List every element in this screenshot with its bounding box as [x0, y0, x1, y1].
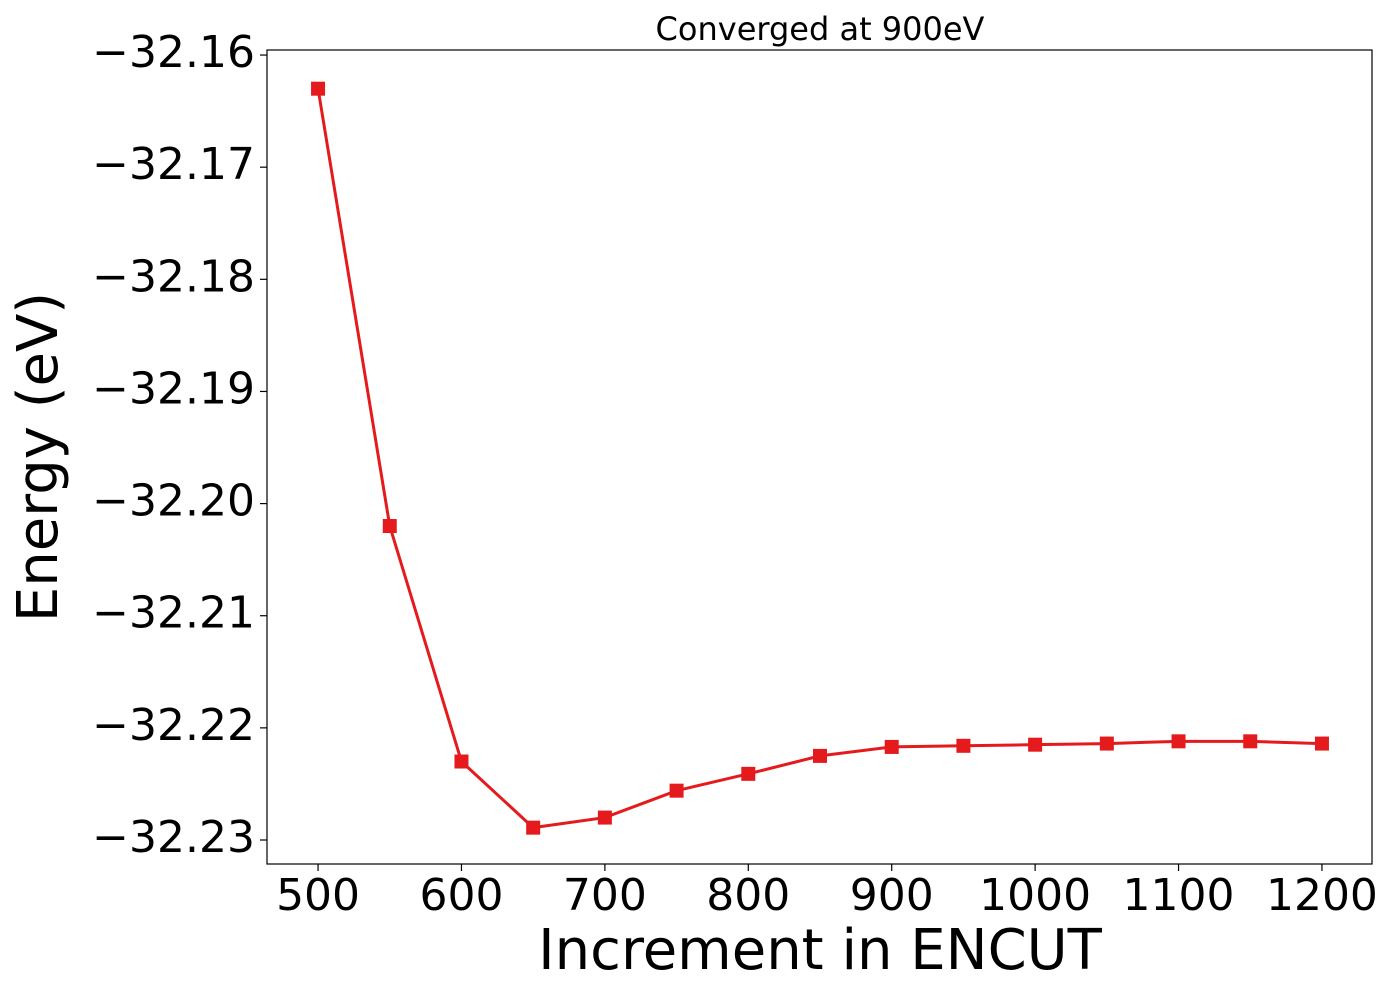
y-tick-label: −32.20 — [92, 476, 255, 527]
plot-frame — [266, 49, 1373, 865]
series-line — [316, 88, 1322, 830]
y-tick-label: −32.16 — [92, 27, 255, 78]
x-tick-label: 1200 — [1266, 870, 1378, 921]
marker — [669, 783, 684, 798]
marker — [1314, 736, 1329, 751]
marker — [454, 754, 469, 769]
marker — [741, 766, 756, 781]
marker — [1099, 736, 1114, 751]
marker — [956, 738, 971, 753]
y-tick-label: −32.18 — [92, 251, 255, 302]
y-axis-label: Energy (eV) — [6, 292, 71, 622]
x-tick-label: 800 — [706, 870, 790, 921]
marker — [884, 739, 899, 754]
marker — [1028, 737, 1043, 752]
x-tick-label: 900 — [850, 870, 934, 921]
x-tick-label: 600 — [419, 870, 503, 921]
x-tick-label: 700 — [563, 870, 647, 921]
y-tick-label: −32.19 — [92, 363, 255, 414]
marker — [311, 81, 326, 96]
y-tick-label: −32.22 — [92, 700, 255, 751]
marker — [1171, 734, 1186, 749]
marker — [382, 519, 397, 534]
marker — [597, 810, 612, 825]
marker — [1243, 734, 1258, 749]
x-tick-label: 1000 — [979, 870, 1091, 921]
y-tick-label: −32.21 — [92, 588, 255, 639]
marker — [813, 748, 828, 763]
marker — [526, 820, 541, 835]
x-tick-label: 1100 — [1123, 870, 1235, 921]
y-tick-label: −32.23 — [92, 812, 255, 863]
y-tick-label: −32.17 — [92, 139, 255, 190]
x-axis-label: Increment in ENCUT — [538, 918, 1103, 983]
x-tick-label: 500 — [276, 870, 360, 921]
chart-title: Converged at 900eV — [656, 10, 985, 48]
